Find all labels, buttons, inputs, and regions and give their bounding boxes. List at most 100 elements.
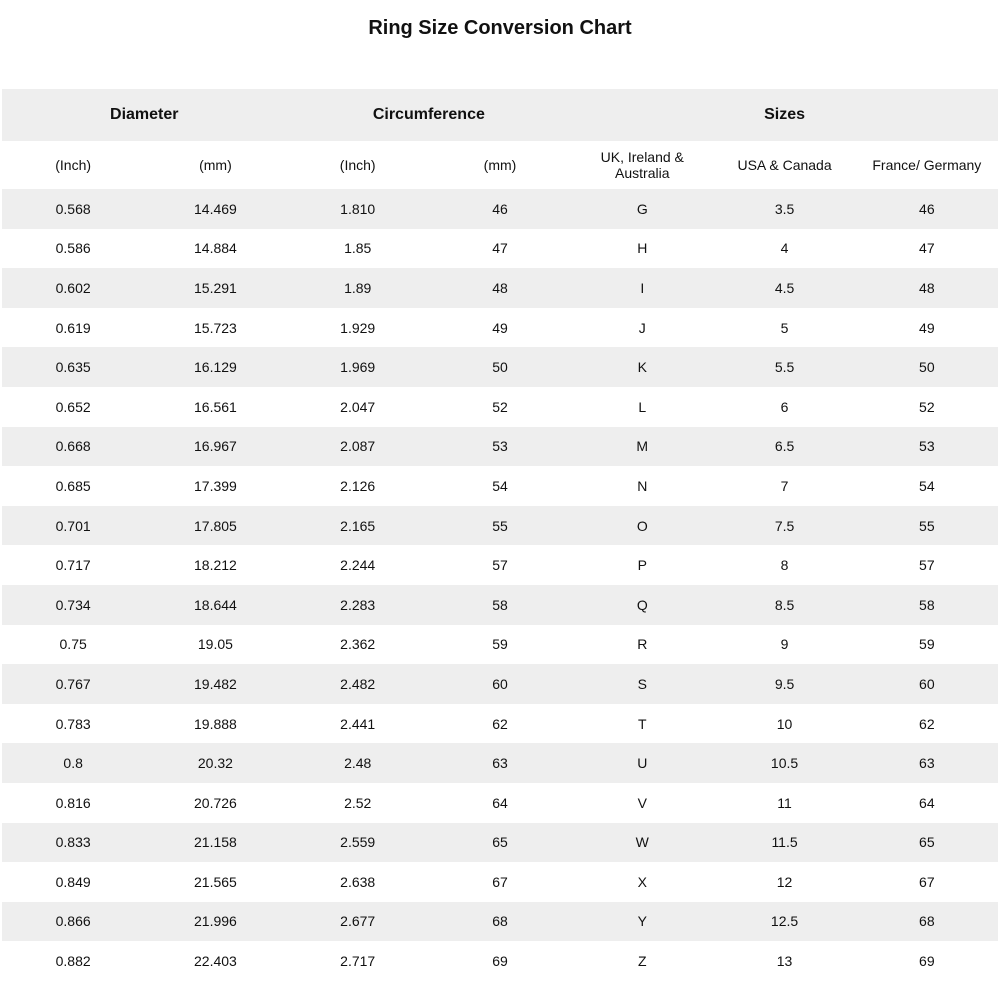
table-cell: 48 [919,279,935,296]
table-cell: 8.5 [774,596,795,613]
table-cell: 63 [919,755,935,772]
table-cell: 1.969 [340,359,376,376]
table-cell: 60 [919,675,935,692]
group-header-circumference: Circumference [372,106,485,123]
table-cell: 0.75 [59,636,87,653]
table-row: 0.619 15.723 1.929 49 J 5 49 [2,308,998,348]
table-cell: 57 [919,557,935,574]
table-cell: 16.129 [194,359,237,376]
table-cell: Y [637,913,647,930]
column-header-row: (Inch) (mm) (Inch) (mm) UK, Ireland & Au… [2,141,998,189]
table-cell: 19.482 [194,675,237,692]
table-cell: 16.561 [194,398,237,415]
table-row: 0.866 21.996 2.677 68 Y 12.5 68 [2,901,998,942]
table-cell: 54 [492,477,508,494]
table-cell: 9.5 [774,675,795,692]
table-cell: Z [637,953,647,970]
table-cell: 0.668 [55,438,91,455]
table-cell: 50 [919,359,935,376]
table-cell: 12.5 [770,913,799,930]
table-cell: 0.882 [55,953,91,970]
table-cell: I [640,279,645,296]
table-cell: 62 [919,715,935,732]
table-row: 0.849 21.565 2.638 67 X 12 67 [2,862,998,902]
table-cell: 52 [492,398,508,415]
table-cell: 15.723 [194,319,237,336]
table-cell: J [638,319,646,336]
table-cell: Q [636,596,648,613]
table-cell: 59 [919,636,935,653]
column-header: (Inch) [339,157,376,173]
table-row: 0.734 18.644 2.283 58 Q 8.5 58 [2,584,998,625]
table-cell: 54 [919,477,935,494]
table-row: 0.767 19.482 2.482 60 S 9.5 60 [2,664,998,704]
table-cell: 46 [919,200,935,217]
table-cell: 2.362 [340,636,376,653]
table-cell: 65 [492,834,508,851]
column-header: (mm) [483,157,517,173]
table-cell: 2.244 [340,557,376,574]
table-cell: 19.05 [197,636,233,653]
table-row: 0.602 15.291 1.89 48 I 4.5 48 [2,268,998,308]
table-cell: 3.5 [774,200,795,217]
table-cell: 0.8 [63,755,83,772]
table-cell: 13 [776,953,793,970]
table-cell: 22.403 [194,953,237,970]
table-cell: 7.5 [774,517,795,534]
table-cell: 47 [919,240,935,257]
table-cell: 5.5 [774,359,795,376]
table-cell: 2.559 [340,834,376,851]
column-header: USA & Canada [737,157,832,173]
table-cell: 8 [780,557,789,574]
table-cell: 55 [492,517,508,534]
table-cell: 20.726 [194,794,237,811]
table-cell: 4 [780,240,789,257]
table-cell: 47 [492,240,508,257]
table-cell: 0.816 [55,794,91,811]
table-cell: 58 [492,596,508,613]
column-header: (mm) [199,157,232,173]
table-cell: 2.165 [340,517,376,534]
table-cell: 0.602 [55,279,91,296]
group-header-row: Diameter Circumference Sizes [2,89,998,141]
table-cell: 46 [492,200,508,217]
table-cell: 21.996 [194,913,237,930]
table-cell: H [637,240,648,257]
table-cell: V [637,794,647,811]
table-cell: 18.212 [194,557,237,574]
column-header: France/ Germany [872,157,982,173]
table-cell: 2.52 [344,794,372,811]
table-cell: 21.158 [194,834,237,851]
table-cell: 65 [919,834,935,851]
table-row: 0.783 19.888 2.441 62 T 10 62 [2,704,998,744]
ring-size-table: Diameter Circumference Sizes (Inch) (mm)… [2,89,998,981]
table-cell: 63 [492,755,508,772]
table-cell: 14.469 [194,200,237,217]
column-header: UK, Ireland & Australia [600,149,684,181]
table-row: 0.816 20.726 2.52 64 V 11 64 [2,783,998,823]
table-cell: 0.783 [55,715,91,732]
table-cell: 2.677 [340,913,376,930]
table-cell: 0.734 [55,596,91,613]
table-cell: 48 [492,279,508,296]
table-row: 0.568 14.469 1.810 46 G 3.5 46 [2,189,998,229]
table-cell: 0.701 [55,517,91,534]
table-cell: 53 [492,438,508,455]
table-cell: W [635,834,649,851]
table-cell: 2.087 [340,438,376,455]
table-cell: 49 [492,319,508,336]
table-cell: 0.586 [55,240,91,257]
table-cell: 19.888 [194,715,237,732]
table-cell: 0.635 [55,359,91,376]
table-cell: G [636,200,648,217]
table-row: 0.685 17.399 2.126 54 N 7 54 [2,466,998,506]
table-cell: 60 [492,675,508,692]
table-cell: 15.291 [194,279,237,296]
table-cell: 17.399 [194,477,237,494]
table-cell: 7 [780,477,789,494]
table-cell: 17.805 [194,517,237,534]
table-cell: R [637,636,648,653]
table-cell: 1.85 [344,240,372,257]
table-cell: 11 [777,794,792,811]
table-cell: K [637,359,647,376]
